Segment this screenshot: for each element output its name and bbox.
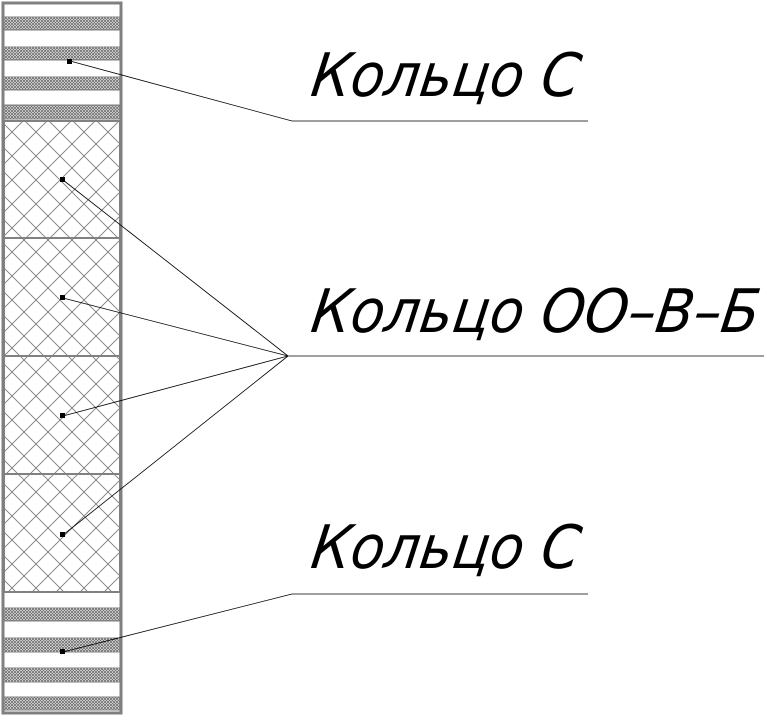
leader-line-top [69,60,588,122]
leader-line-mid-3 [62,355,289,417]
bottom-ring-4 [3,696,121,711]
leader-marker-mid-2 [60,295,65,300]
leader-marker-mid-4 [60,532,65,537]
leader-marker-top [67,59,72,64]
top-ring-2 [3,46,121,61]
leader-marker-mid-1 [60,177,65,182]
top-ring-1 [3,16,121,31]
bottom-ring-1 [3,607,121,622]
leader-line-mid-2 [62,297,289,357]
top-ring-3 [3,76,121,91]
leader-marker-mid-3 [60,413,65,418]
leader-lines [62,60,764,653]
middle-ring-stack [3,120,121,593]
label-middle-ring: Кольцо ОО–В–Б [307,277,765,347]
top-ring-4 [3,104,121,120]
leader-line-mid-4 [62,355,289,536]
bottom-ring-3 [3,667,121,683]
top-ring-stack [3,16,121,120]
leader-line-mid-1 [62,179,289,357]
leader-line-bottom [62,593,588,653]
label-top-ring: Кольцо С [307,41,586,111]
label-bottom-ring: Кольцо С [307,513,586,583]
leader-marker-bottom [60,649,65,654]
bottom-ring-stack [3,607,121,711]
leader-markers [60,59,72,654]
middle-ring-2 [3,237,121,357]
